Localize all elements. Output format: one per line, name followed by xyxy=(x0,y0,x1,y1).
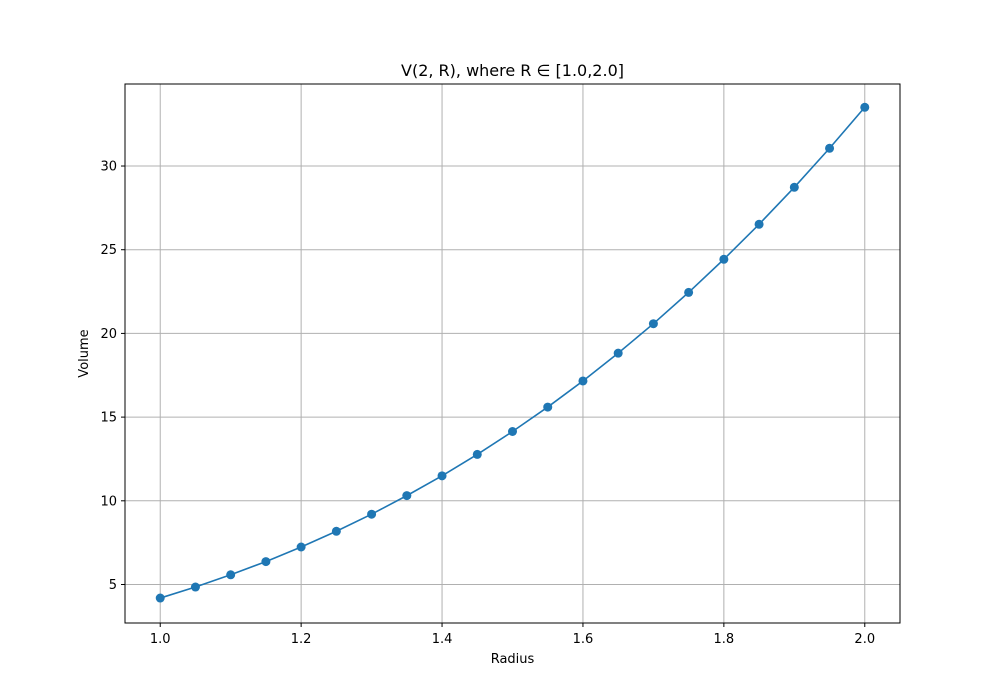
data-point xyxy=(825,143,835,153)
x-tick-label: 1.0 xyxy=(150,632,171,647)
data-point xyxy=(296,542,306,552)
x-tick-label: 1.2 xyxy=(291,632,312,647)
data-point xyxy=(860,102,870,112)
y-tick-label: 30 xyxy=(100,160,117,175)
data-point xyxy=(543,402,553,412)
data-point xyxy=(754,219,764,229)
data-point xyxy=(261,557,271,567)
data-point xyxy=(508,427,517,437)
x-axis-label: Radius xyxy=(491,652,535,667)
y-axis: 5 10 15 20 25 30 xyxy=(100,160,125,593)
data-point xyxy=(719,254,729,264)
y-tick-label: 25 xyxy=(100,243,117,258)
data-point xyxy=(437,471,447,481)
data-point xyxy=(648,319,658,329)
data-point xyxy=(190,582,200,592)
y-axis-label: Volume xyxy=(77,329,92,377)
y-tick-label: 15 xyxy=(100,411,117,426)
y-tick-label: 10 xyxy=(100,494,117,509)
data-point xyxy=(472,449,482,459)
x-tick-label: 1.8 xyxy=(714,632,735,647)
data-point xyxy=(226,570,236,580)
data-point xyxy=(402,491,412,501)
data-point xyxy=(684,287,694,297)
x-tick-label: 1.4 xyxy=(432,632,453,647)
x-axis: 1.0 1.2 1.4 1.6 1.8 2.0 xyxy=(150,623,875,647)
x-tick-label: 2.0 xyxy=(854,632,875,647)
chart-title: V(2, R), where R ∈ [1.0,2.0] xyxy=(401,61,624,80)
data-point xyxy=(155,593,165,603)
series-group xyxy=(155,102,870,603)
plot-frame xyxy=(124,83,901,624)
data-point xyxy=(367,509,377,519)
data-point xyxy=(578,376,588,386)
data-point xyxy=(789,182,799,192)
data-point xyxy=(613,348,623,358)
grid xyxy=(125,84,900,623)
y-tick-label: 20 xyxy=(100,327,117,342)
y-tick-label: 5 xyxy=(109,578,117,593)
data-point xyxy=(331,526,341,536)
x-tick-label: 1.6 xyxy=(573,632,594,647)
